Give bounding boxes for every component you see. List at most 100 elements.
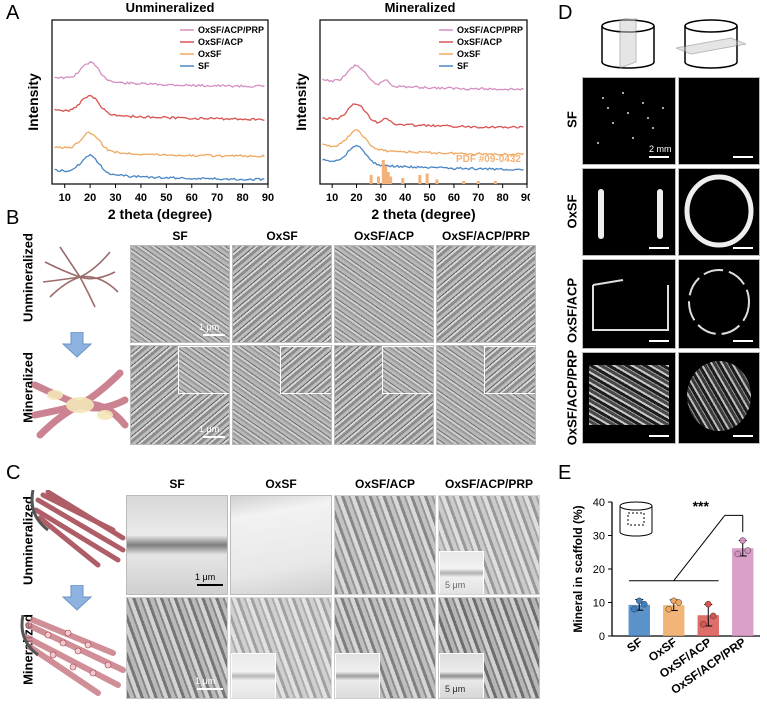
scaffold-icon-top (619, 501, 653, 511)
bar (628, 604, 650, 636)
d-row-oxsf-acp-prp: OxSF/ACP/PRP (564, 349, 580, 446)
legend-label: OxSF/ACP/PRP (457, 25, 523, 35)
microct-sf-horizontal (678, 77, 760, 165)
x-tick-label: 20 (84, 192, 96, 204)
bar (732, 548, 754, 636)
data-point (641, 600, 648, 608)
microct-oxsf-vertical (582, 168, 676, 256)
plot-frame (319, 19, 528, 185)
sem-image-oxsf-acp-prp-mineralized (436, 345, 536, 445)
y-tick-label: 30 (593, 531, 605, 543)
legend-label: OxSF/ACP/PRP (198, 25, 264, 35)
microct-oxsf-horizontal (678, 168, 760, 256)
c-col-oxsf-acp: OxSF/ACP (354, 477, 415, 491)
x-tick-label: 60 (186, 192, 198, 204)
x-tick-label: 30 (109, 192, 121, 204)
data-point (631, 605, 638, 613)
bar (663, 605, 685, 636)
x-tick-label: 90 (262, 192, 274, 204)
b-row-unmineralized: Unmineralized (20, 233, 36, 322)
xrd-chart-unmineralized: 10 20 30 40 50 60 70 80 90 2 theta (degree) Intens… (25, 19, 274, 222)
panel-label-d: D (558, 2, 573, 24)
b-col-oxsf-acp: OxSF/ACP (353, 229, 414, 243)
tem-image-oxsf-unmineralized (230, 495, 332, 595)
reference-bar (425, 173, 429, 184)
y-tick-label: 10 (593, 598, 605, 610)
data-point (675, 599, 682, 606)
x-tick-label: 40 (399, 192, 411, 204)
x-tick-label: 50 (423, 192, 435, 204)
panel-label-c: C (6, 462, 21, 484)
x-tick-label: 60 (448, 192, 460, 204)
y-axis-label: Mineral in scaffold (%) (571, 505, 585, 632)
y-tick-label: 40 (593, 497, 605, 509)
arrow-down-icon (62, 585, 92, 611)
y-tick-label: 0 (599, 631, 605, 643)
data-point (739, 537, 746, 544)
tem-image-oxsf-acp-mineralized (334, 597, 436, 699)
series-line (54, 61, 265, 88)
reference-bar (462, 181, 466, 184)
x-tick-label: 20 (350, 192, 362, 204)
fiber-network-mineralized-illustration (31, 369, 129, 439)
legend-label: SF (457, 61, 469, 71)
scaffold-icon (619, 501, 653, 537)
tem-image-oxsf-acp-unmineralized (334, 495, 436, 595)
reference-bar (401, 178, 405, 184)
legend-label: OxSF (198, 49, 222, 59)
data-point (705, 600, 712, 608)
series-line (322, 144, 524, 171)
cylinder-horizontal-section-icon (676, 19, 746, 69)
scale-label: 1 μm (195, 572, 216, 582)
chart-a1-title: Unmineralized (125, 0, 215, 15)
scale-label: 1 μm (199, 322, 220, 332)
reference-bar (476, 181, 480, 184)
data-point (636, 597, 643, 605)
y-tick-label: 20 (593, 564, 605, 576)
fibril-bundle-unmineralized-illustration (30, 490, 126, 568)
x-tick-label: 80 (236, 192, 248, 204)
c-col-oxsf: OxSF (265, 477, 297, 491)
reference-bar (384, 166, 388, 184)
cylinder-vertical-section-icon (601, 18, 655, 69)
reference-bar (369, 175, 373, 184)
c-col-sf: SF (169, 477, 185, 491)
data-point (665, 605, 672, 613)
series-line (322, 64, 524, 91)
scale-label: 1 μm (195, 676, 216, 686)
reference-bar (381, 160, 385, 184)
x-tick-label: 40 (135, 192, 147, 204)
sem-image-oxsf-acp-prp-unmineralized (436, 245, 536, 343)
microct-sf-vertical: 2 mm (582, 77, 676, 165)
tem-image-sf-unmineralized: 1 μm (126, 495, 228, 595)
scale-label: 2 mm (649, 144, 672, 154)
fibril-bundle-mineralized-illustration (20, 615, 126, 696)
d-row-sf: SF (564, 111, 580, 128)
microct-oxsf-acp-vertical (582, 259, 676, 349)
data-point (700, 621, 707, 628)
reference-bar (389, 176, 393, 184)
x-tick-label: 10 (326, 192, 338, 204)
tem-image-sf-mineralized: 1 μm (126, 597, 228, 699)
x-tick-label: 50 (160, 192, 172, 204)
series-line (54, 153, 265, 182)
reference-bar (435, 179, 439, 184)
x-tick-label: 80 (497, 192, 509, 204)
d-row-oxsf: OxSF (564, 194, 580, 229)
data-point (734, 550, 741, 558)
reference-bar (418, 175, 422, 184)
b-col-oxsf: OxSF (266, 229, 298, 243)
fiber-network-unmineralized-illustration (42, 246, 119, 308)
sem-image-oxsf-acp-mineralized (334, 345, 434, 445)
significance-line (673, 515, 726, 582)
sem-image-sf-mineralized: 1 μm (130, 345, 230, 445)
legend-label: OxSF/ACP (457, 37, 502, 47)
panel-label-a: A (6, 2, 20, 24)
series-line (54, 94, 265, 122)
d-row-oxsf-acp: OxSF/ACP (564, 278, 580, 344)
x-axis-label: 2 theta (degree) (108, 206, 212, 222)
sem-image-sf-unmineralized: 1 μm (130, 245, 230, 343)
plot-frame (51, 19, 269, 185)
b-col-oxsf-acp-prp: OxSF/ACP/PRP (441, 229, 531, 243)
